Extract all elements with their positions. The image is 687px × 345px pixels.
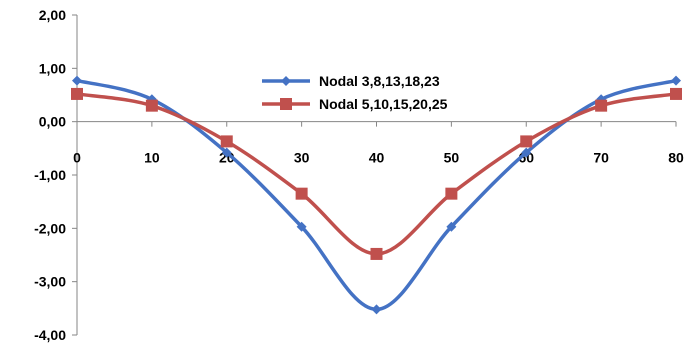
series-line [76, 92, 677, 256]
y-tick-label: -2,00 [34, 220, 66, 236]
y-tick-label: -3,00 [34, 274, 66, 290]
data-point [71, 87, 83, 100]
data-point [521, 147, 532, 158]
data-point [520, 135, 533, 148]
legend-marker [280, 98, 292, 110]
series-line [76, 78, 677, 312]
data-point [72, 75, 82, 86]
x-tick-label: 30 [294, 150, 310, 166]
x-tick-label: 50 [444, 150, 460, 166]
x-axis: 0 10 20 30 40 50 60 70 80 [73, 121, 684, 166]
x-tick-label: 40 [369, 150, 385, 166]
y-tick-label: 1,00 [39, 60, 66, 76]
data-point [221, 147, 232, 158]
data-point [145, 99, 158, 112]
legend-marker [281, 76, 291, 86]
data-point [295, 187, 308, 200]
x-tick-label: 70 [593, 150, 609, 166]
y-tick-label: -1,00 [34, 167, 66, 183]
legend: Nodal 3,8,13,18,23 Nodal 5,10,15,20,25 [262, 73, 448, 112]
data-point [670, 87, 682, 100]
y-tick-label: 0,00 [39, 114, 66, 130]
data-point [220, 135, 233, 148]
x-tick-label: 80 [668, 150, 684, 166]
legend-label: Nodal 5,10,15,20,25 [319, 96, 448, 112]
x-tick-label: 0 [73, 150, 81, 166]
data-point [671, 75, 681, 86]
data-point [296, 221, 307, 232]
data-point [371, 304, 382, 315]
data-point [446, 221, 457, 232]
y-tick-label: 2,00 [39, 7, 66, 23]
data-point [445, 187, 458, 200]
data-point [595, 99, 608, 112]
series-layer [71, 75, 682, 315]
y-tick-label: -4,00 [34, 327, 66, 343]
x-tick-label: 10 [144, 150, 160, 166]
legend-label: Nodal 3,8,13,18,23 [319, 73, 440, 89]
data-point [370, 247, 383, 260]
series-2 [71, 87, 682, 260]
y-axis: 2,00 1,00 0,00 -1,00 -2,00 -3,00 -4,00 [34, 7, 78, 343]
